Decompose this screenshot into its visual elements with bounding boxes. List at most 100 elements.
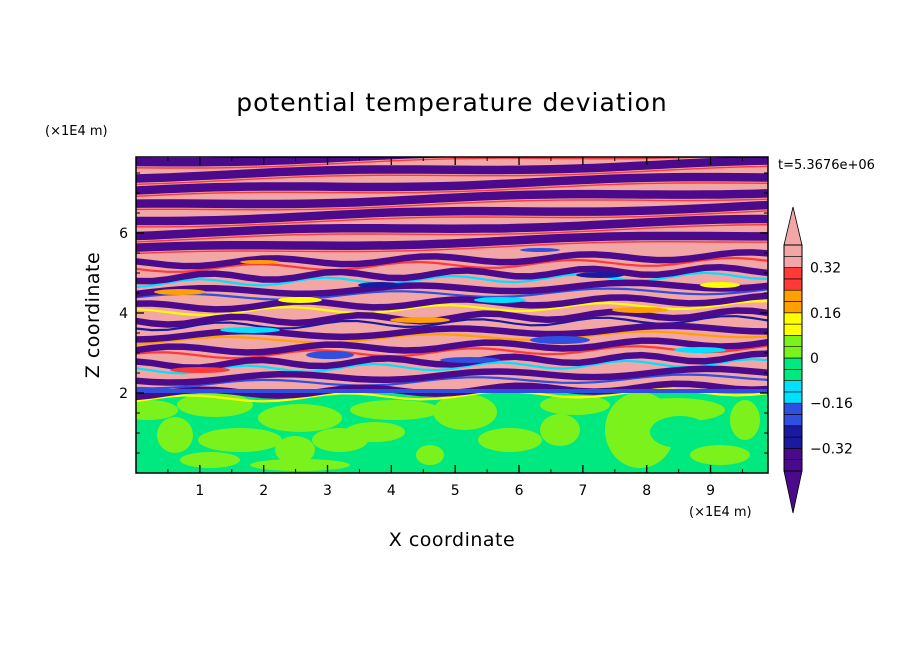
transition-patch-8 (278, 297, 322, 303)
transition-band-1 (136, 165, 768, 185)
dark-band-1 (136, 157, 768, 183)
lower-blob-10 (416, 445, 444, 465)
time-label: t=5.3676e+06 (778, 158, 875, 173)
dark-band-0 (136, 157, 642, 167)
transition-patch-1 (220, 327, 280, 333)
transition-patch-11 (170, 367, 230, 373)
dark-band-7 (136, 249, 768, 270)
transition-band-16 (136, 388, 768, 403)
lower-blob-13 (540, 414, 580, 446)
transition-patch-15 (520, 248, 560, 252)
transition-band-4 (136, 210, 768, 228)
transition-band-0 (136, 157, 717, 169)
lower-blob-18 (730, 400, 760, 440)
x-axis-label: X coordinate (389, 529, 515, 551)
colorbar-bin-6 (783, 391, 803, 404)
transition-band-14 (136, 358, 768, 375)
y-tick-label-4: 4 (119, 306, 128, 322)
colorbar-label-0: 0.32 (810, 261, 841, 277)
dark-band-3 (136, 189, 768, 209)
y-tick-label-2: 2 (119, 386, 128, 402)
lower-blob-6 (275, 436, 315, 464)
colorbar-bin-2 (783, 436, 803, 449)
x-axis: 1 2 3 4 5 6 7 8 9 (167, 157, 743, 499)
plot-area (136, 157, 768, 473)
colorbar-bin-9 (783, 357, 803, 370)
colorbar-bin-17 (783, 267, 803, 280)
lower-blob-14 (540, 395, 610, 415)
chart-title: potential temperature deviation (236, 88, 667, 117)
plot-frame (135, 156, 769, 474)
x-tick-label-6: 6 (515, 483, 524, 499)
transition-patch-4 (474, 297, 526, 303)
transition-band-3 (136, 198, 768, 211)
lower-blob-19 (250, 459, 350, 471)
colorbar-bin-8 (783, 368, 803, 381)
x-tick-label-9: 9 (706, 483, 715, 499)
transition-patch-5 (530, 336, 590, 344)
transition-band-5 (136, 224, 768, 243)
transition-band-6 (136, 241, 768, 255)
dark-band-10 (136, 292, 768, 313)
transition-band-13 (136, 344, 768, 360)
colorbar-bin-13 (783, 312, 803, 325)
transition-patch-2 (306, 351, 354, 359)
dark-band-6 (136, 231, 768, 252)
dark-band-4 (136, 200, 768, 226)
x-tick-label-2: 2 (259, 483, 268, 499)
colorbar-bin-18 (783, 255, 803, 268)
x-unit-label: (×1E4 m) (689, 505, 752, 520)
lower-blob-16 (625, 398, 725, 422)
transition-band-12 (136, 330, 768, 346)
transition-patch-14 (240, 260, 280, 264)
colorbar-bin-4 (783, 414, 803, 427)
colorbar-label-1: 0.16 (810, 306, 841, 322)
colorbar-bin-14 (783, 301, 803, 314)
x-tick-label-7: 7 (578, 483, 587, 499)
transition-patch-10 (576, 272, 624, 278)
colorbar-extend-low (783, 470, 803, 514)
y-unit-label: (×1E4 m) (45, 124, 108, 139)
lower-blob-9 (350, 400, 440, 420)
colorbar-bin-3 (783, 425, 803, 438)
colorbar-bin-0 (783, 459, 803, 472)
lower-blob-3 (198, 428, 282, 452)
x-tick-label-3: 3 (323, 483, 332, 499)
colorbar-label-4: −0.32 (810, 441, 853, 457)
colorbar-bin-5 (783, 402, 803, 415)
y-axis-label: Z coordinate (82, 252, 104, 378)
transition-patch-13 (700, 282, 740, 288)
x-tick-label-4: 4 (387, 483, 396, 499)
lower-blob-11 (433, 394, 497, 430)
y-axis: 2 4 6 (119, 172, 768, 454)
dark-band-11 (136, 307, 768, 328)
colorbar-bin-11 (783, 335, 803, 347)
lower-blob-8 (345, 422, 405, 442)
colorbar-bin-7 (783, 380, 803, 393)
transition-band-15 (136, 373, 768, 390)
interface-line (136, 389, 768, 393)
transition-patch-3 (390, 317, 450, 323)
lower-blob-5 (258, 404, 342, 432)
transition-band-11 (136, 315, 768, 332)
y-tick-label-6: 6 (119, 226, 128, 242)
dark-band-13 (136, 337, 768, 356)
colorbar-bin-10 (783, 346, 803, 359)
lower-blob-1 (157, 417, 193, 453)
lower-blob-4 (180, 452, 240, 468)
dark-band-2 (136, 172, 768, 195)
lower-blob-17 (690, 445, 750, 465)
colorbar-bin-1 (783, 448, 803, 460)
colorbar: 0.32 0.16 0 −0.16 −0.32 (783, 206, 853, 514)
x-tick-label-1: 1 (195, 483, 204, 499)
lower-blob-0 (136, 400, 178, 420)
x-tick-label-8: 8 (642, 483, 651, 499)
transition-band-7 (136, 256, 768, 273)
colorbar-label-3: −0.16 (810, 396, 853, 412)
colorbar-frame (783, 244, 803, 472)
transition-band-9 (136, 287, 768, 301)
transition-patch-0 (154, 289, 206, 295)
colorbar-bin-19 (783, 244, 803, 257)
dark-band-15 (136, 365, 768, 386)
